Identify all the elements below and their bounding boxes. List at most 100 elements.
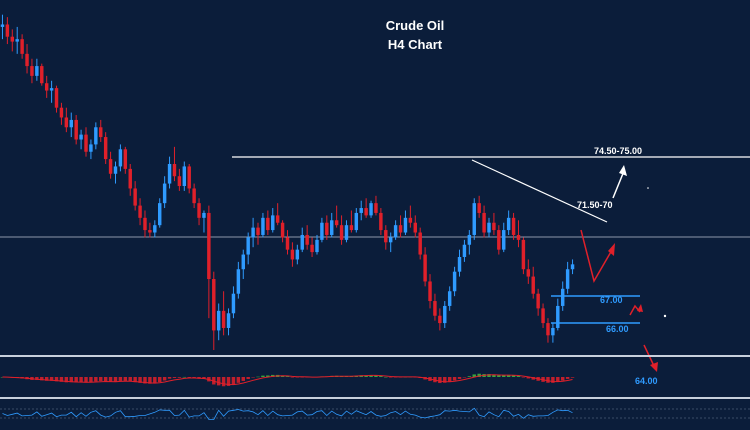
candle-body — [349, 225, 354, 231]
candle-body — [216, 310, 221, 331]
macd-bar — [236, 377, 241, 383]
macd-bar — [103, 377, 108, 382]
candle-body — [5, 24, 10, 37]
candle-body — [413, 222, 417, 233]
candle-body — [113, 166, 118, 174]
candle-body — [74, 119, 78, 140]
candle-body — [128, 168, 132, 189]
candle-body — [384, 230, 388, 243]
candle-body — [354, 212, 359, 231]
candle-body — [79, 134, 83, 140]
candle-body — [0, 24, 5, 27]
macd-bar — [379, 376, 383, 377]
macd-bar — [231, 377, 236, 385]
candle-body — [266, 217, 270, 231]
candle-body — [379, 212, 383, 231]
macd-bar — [261, 375, 265, 377]
macd-bar — [69, 377, 73, 383]
candle-body — [408, 217, 413, 223]
candle-body — [452, 271, 457, 292]
macd-bar — [153, 377, 157, 384]
macd-bar — [447, 377, 452, 382]
macd-bar — [177, 377, 182, 378]
candle-body — [280, 222, 285, 238]
candle-body — [300, 234, 304, 250]
macd-bar — [241, 377, 245, 381]
candle-body — [69, 119, 73, 128]
candle-body — [182, 166, 187, 187]
candle-body — [295, 249, 300, 260]
macd-bar — [158, 377, 162, 383]
macd-bar — [551, 377, 555, 383]
macd-bar — [502, 375, 506, 377]
macd-bar — [452, 377, 457, 381]
candle-body — [339, 225, 344, 240]
macd-bar — [369, 375, 373, 377]
candle-body — [108, 159, 113, 174]
macd-bar — [374, 375, 378, 377]
macd-bar — [128, 377, 132, 382]
candle-body — [256, 227, 260, 235]
marker-dot — [663, 314, 667, 318]
candle-body — [541, 308, 545, 324]
candle-body — [103, 137, 108, 160]
macd-bar — [526, 377, 531, 379]
macd-bar — [143, 377, 147, 384]
candle-body — [516, 234, 521, 240]
candle-body — [462, 244, 467, 257]
macd-signal-line — [2, 374, 573, 386]
candle-body — [153, 225, 157, 233]
candle-body — [25, 53, 29, 67]
candle-body — [472, 203, 476, 235]
macd-bar — [438, 377, 442, 384]
level-label-64: 64.00 — [635, 376, 658, 386]
candle-body — [133, 188, 137, 206]
level-label-71-70: 71.50-70 — [577, 200, 613, 210]
macd-bar — [497, 375, 501, 377]
candle-body — [506, 217, 511, 231]
candle-body — [123, 149, 128, 169]
candle-body — [325, 222, 329, 235]
candle-body — [330, 220, 334, 235]
macd-bar — [84, 377, 88, 383]
candle-body — [231, 293, 236, 314]
macd-bar — [251, 377, 255, 378]
macd-bar — [226, 377, 231, 386]
macd-bar — [546, 377, 550, 383]
macd-bar — [74, 377, 78, 383]
macd-bar — [59, 377, 64, 382]
macd-bar — [285, 376, 290, 377]
forecast-down-arrowhead — [650, 362, 658, 372]
candle-body — [40, 66, 44, 84]
candle-body — [143, 217, 147, 231]
candle-body — [94, 127, 98, 145]
macd-bar — [49, 377, 54, 381]
macd-bar — [256, 376, 260, 378]
macd-bar — [556, 377, 560, 382]
macd-bar — [462, 377, 467, 378]
macd-bar — [393, 377, 398, 378]
candle-body — [172, 163, 177, 177]
candle-body — [423, 254, 427, 282]
forecast-up-arrowhead — [619, 165, 627, 176]
macd-bar — [113, 377, 118, 382]
candle-body — [148, 230, 152, 233]
macd-bar — [118, 377, 123, 381]
candle-body — [447, 291, 452, 306]
macd-bar — [182, 376, 187, 378]
candle-body — [526, 269, 531, 277]
macd-bar — [123, 377, 128, 381]
candle-body — [492, 222, 496, 231]
level-label-66: 66.00 — [606, 324, 629, 334]
macd-bar — [162, 377, 167, 381]
macd-bar — [472, 374, 476, 377]
chart-title: Crude Oil — [385, 18, 445, 33]
candle-body — [162, 183, 167, 204]
candle-body — [487, 222, 491, 233]
macd-bar — [384, 376, 388, 378]
candle-body — [467, 234, 472, 245]
candle-body — [49, 88, 54, 91]
